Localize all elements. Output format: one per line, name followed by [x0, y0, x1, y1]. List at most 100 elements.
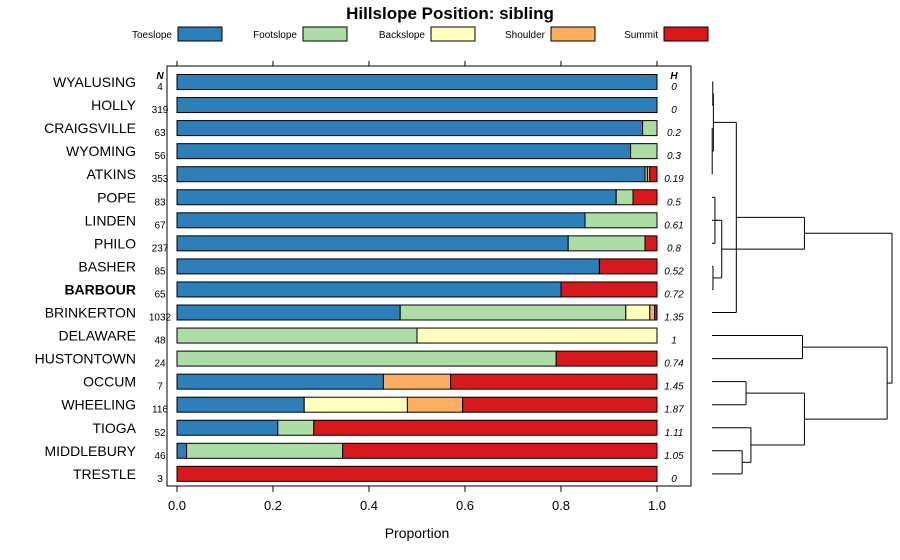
bar-segment-wyalusing-toeslope: [176, 74, 658, 90]
x-tick-label: 0.4: [360, 498, 378, 513]
row-h-tioga: 1.11: [665, 428, 684, 439]
bar-segment-holly-toeslope: [176, 97, 658, 114]
row-label-basher: BASHER: [78, 258, 136, 274]
row-h-basher: 0.52: [664, 266, 684, 277]
bar-segment-trestle-summit: [176, 465, 658, 482]
row-label-hustontown: HUSTONTOWN: [35, 351, 136, 367]
row-label-craigsville: CRAIGSVILLE: [44, 120, 136, 136]
bar-segment-philo-summit: [644, 235, 658, 252]
row-h-wyoming: 0.3: [667, 151, 681, 162]
bar-segment-philo-footslope: [567, 235, 646, 252]
row-h-wyalusing: 0: [671, 82, 677, 93]
dendrogram: [711, 81, 893, 475]
bar-segment-basher-summit: [598, 258, 658, 275]
x-tick-label: 0.0: [168, 498, 186, 513]
row-n-occum: 7: [157, 382, 163, 393]
bar-segment-pope-summit: [632, 189, 658, 206]
chart-title: Hillslope Position: sibling: [346, 4, 554, 23]
row-n-wyoming: 56: [154, 151, 166, 162]
row-n-middlebury: 46: [154, 451, 166, 462]
row-h-linden: 0.61: [664, 220, 683, 231]
row-n-pope: 83: [154, 197, 166, 208]
row-h-delaware: 1: [671, 336, 677, 347]
row-label-wyalusing: WYALUSING: [53, 74, 136, 90]
legend-label-footslope: Footslope: [253, 30, 297, 41]
row-n-basher: 85: [154, 266, 166, 277]
bar-segment-linden-toeslope: [176, 212, 586, 229]
legend: Toeslope Footslope Backslope Shoulder Summit: [132, 26, 709, 42]
bar-segment-craigsville-toeslope: [176, 120, 644, 137]
bar-segment-middlebury-toeslope: [176, 442, 188, 459]
bar-segment-occum-summit: [450, 373, 658, 390]
bar-segment-wyoming-footslope: [630, 143, 658, 160]
bar-segment-wheeling-shoulder: [406, 396, 464, 413]
bar-segment-barbour-toeslope: [176, 281, 562, 298]
bar-segment-atkins-summit: [649, 166, 658, 183]
row-h-holly: 0: [671, 105, 677, 116]
bar-segment-brinkerton-backslope: [625, 304, 651, 321]
bar-segment-tioga-footslope: [277, 419, 315, 436]
legend-swatch-toeslope: [177, 26, 223, 42]
row-label-linden: LINDEN: [85, 212, 136, 228]
row-n-craigsville: 63: [154, 128, 166, 139]
bar-segment-craigsville-footslope: [642, 120, 658, 137]
row-n-brinkerton: 1032: [149, 313, 172, 324]
legend-label-shoulder: Shoulder: [505, 30, 546, 41]
row-h-trestle: 0: [671, 474, 677, 485]
bar-segment-linden-footslope: [584, 212, 658, 229]
bar-segment-brinkerton-summit: [654, 304, 658, 321]
bar-segment-atkins-toeslope: [176, 166, 646, 183]
legend-label-toeslope: Toeslope: [132, 30, 172, 41]
bar-segment-wheeling-backslope: [303, 396, 408, 413]
row-h-atkins: 0.19: [664, 174, 684, 185]
row-h-middlebury: 1.05: [664, 451, 684, 462]
bar-segment-pope-toeslope: [176, 189, 617, 206]
row-n-wheeling: 116: [152, 405, 168, 416]
x-tick-label: 0.8: [552, 498, 570, 513]
bar-segment-brinkerton-footslope: [399, 304, 627, 321]
row-h-craigsville: 0.2: [667, 128, 681, 139]
row-label-atkins: ATKINS: [86, 166, 136, 182]
row-n-holly: 319: [152, 105, 169, 116]
legend-swatch-backslope: [430, 26, 476, 42]
x-axis-label: Proportion: [385, 525, 450, 541]
bar-segment-middlebury-footslope: [186, 442, 344, 459]
n-header: N: [156, 71, 164, 82]
chart-rows: WYALUSING 4 0 HOLLY 319 0 CRAIGSVILLE 63 0.2 WYOM…: [35, 74, 684, 485]
bar-segment-wyoming-toeslope: [176, 143, 632, 160]
row-n-delaware: 48: [154, 336, 166, 347]
row-n-trestle: 3: [157, 474, 163, 485]
row-label-delaware: DELAWARE: [58, 328, 136, 344]
row-label-trestle: TRESTLE: [73, 466, 136, 482]
row-label-philo: PHILO: [94, 235, 136, 251]
row-label-holly: HOLLY: [91, 97, 137, 113]
row-n-wyalusing: 4: [157, 82, 163, 93]
bar-segment-occum-toeslope: [176, 373, 384, 390]
row-n-linden: 67: [154, 220, 166, 231]
bar-segment-wheeling-summit: [462, 396, 658, 413]
row-h-brinkerton: 1.35: [664, 313, 684, 324]
row-n-atkins: 353: [152, 174, 169, 185]
plot-frame: [166, 65, 692, 487]
bar-segment-tioga-toeslope: [176, 419, 279, 436]
top-axis-ticks: [176, 61, 658, 66]
bar-segment-wheeling-toeslope: [176, 396, 305, 413]
row-n-tioga: 52: [154, 428, 166, 439]
row-label-tioga: TIOGA: [92, 420, 136, 436]
x-axis: 0.0 0.2 0.4 0.6 0.8 1.0: [168, 486, 666, 513]
row-h-pope: 0.5: [667, 197, 681, 208]
row-n-barbour: 65: [154, 289, 166, 300]
legend-swatch-footslope: [302, 26, 348, 42]
row-h-hustontown: 0.74: [664, 359, 684, 370]
row-label-wyoming: WYOMING: [66, 143, 136, 159]
legend-swatch-summit: [663, 26, 709, 42]
row-n-philo: 237: [152, 243, 169, 254]
bar-segment-pope-footslope: [615, 189, 634, 206]
bar-segment-brinkerton-toeslope: [176, 304, 401, 321]
row-label-pope: POPE: [97, 189, 136, 205]
bar-segment-philo-toeslope: [176, 235, 569, 252]
bar-segment-delaware-footslope: [176, 327, 418, 344]
h-header: H: [670, 71, 678, 82]
bar-segment-brinkerton-shoulder: [649, 304, 656, 321]
row-label-middlebury: MIDDLEBURY: [44, 443, 136, 459]
